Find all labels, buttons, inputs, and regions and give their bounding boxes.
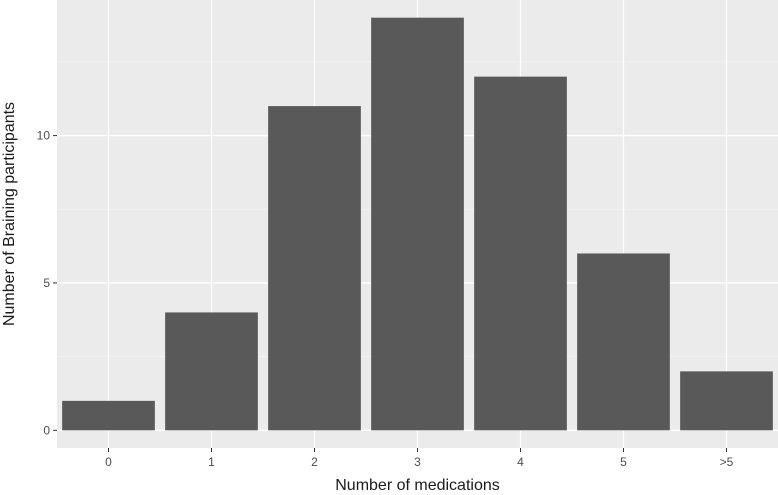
- bar-0: [62, 400, 155, 431]
- bar-1: [165, 312, 258, 431]
- x-tick-label: 0: [105, 455, 112, 469]
- y-axis: 0 5 10: [37, 129, 57, 437]
- x-axis: 0 1 2 3 4 5 >5: [105, 448, 734, 469]
- bar-2: [268, 106, 361, 431]
- bar-5: [577, 253, 670, 431]
- x-tick-label: 5: [620, 455, 627, 469]
- y-tick-label: 10: [37, 129, 51, 143]
- y-tick-label: 5: [43, 276, 50, 290]
- bar-3: [371, 17, 464, 431]
- x-tick-label: 3: [414, 455, 421, 469]
- bars: [62, 17, 773, 431]
- x-tick-label: 4: [517, 455, 524, 469]
- x-tick-label: 1: [208, 455, 215, 469]
- bar-6: [680, 371, 773, 431]
- x-tick-label: 2: [311, 455, 318, 469]
- y-tick-label: 0: [43, 423, 50, 437]
- x-tick-label: >5: [720, 455, 734, 469]
- x-axis-title: Number of medications: [335, 477, 500, 494]
- bar-4: [474, 76, 567, 431]
- y-axis-title: Number of Braining participants: [1, 102, 18, 326]
